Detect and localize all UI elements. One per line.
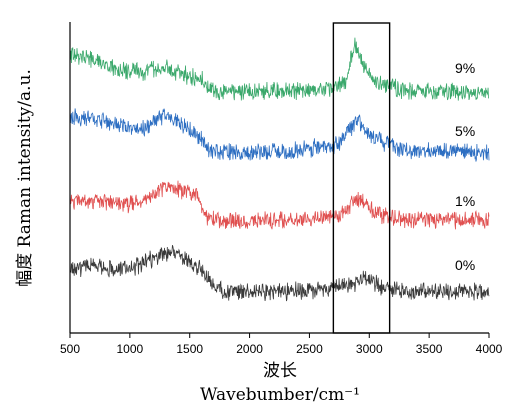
x-tick-label: 4000 [476, 342, 503, 356]
x-axis-title-cn: 波长 [263, 361, 297, 381]
x-tick-label: 1000 [117, 342, 144, 356]
y-axis-title: 幅度 Raman intensity/a.u. [15, 69, 35, 287]
series-label: 9% [455, 60, 475, 76]
x-tick-label: 500 [60, 342, 80, 356]
series-traces [69, 37, 490, 302]
series-label: 1% [455, 193, 475, 209]
series-label: 0% [455, 257, 475, 273]
series-line [69, 245, 490, 302]
x-tick-label: 3500 [416, 342, 443, 356]
x-tick-label: 3000 [356, 342, 383, 356]
series-labels: 0% 1% 5% 9% [455, 60, 475, 273]
series-line [69, 37, 490, 101]
x-ticks: 500 1000 1500 2000 2500 3000 3500 4000 [60, 333, 503, 356]
x-tick-label: 2500 [296, 342, 323, 356]
series-line [69, 180, 490, 230]
x-tick-label: 2000 [236, 342, 263, 356]
series-label: 5% [455, 123, 475, 139]
x-tick-label: 1500 [176, 342, 203, 356]
series-line [69, 108, 490, 162]
x-axis-title: Wavebumber/cm⁻¹ [200, 385, 360, 405]
